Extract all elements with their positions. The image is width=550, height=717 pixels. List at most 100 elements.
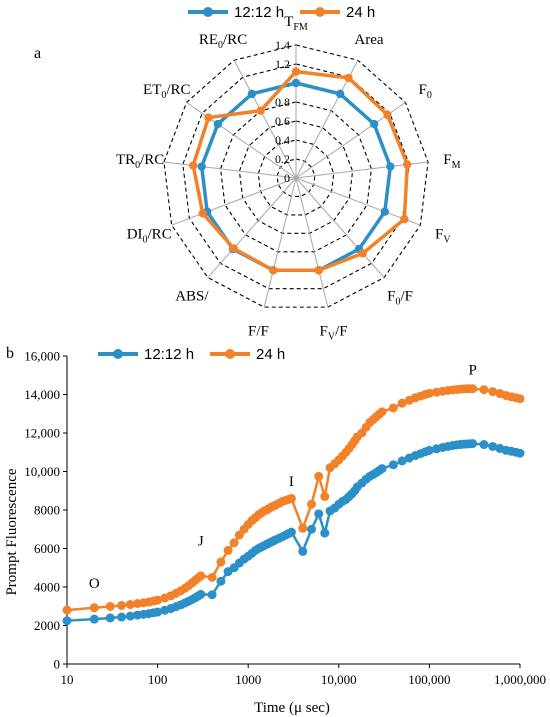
label-part: F bbox=[435, 227, 443, 243]
y-tick-label: 12,000 bbox=[24, 426, 60, 441]
radar-point-0-10 bbox=[197, 162, 206, 171]
radar-ring-6 bbox=[182, 63, 410, 290]
label-sub: V bbox=[443, 235, 451, 246]
radar-spoke-5 bbox=[295, 177, 385, 278]
data-point-0-0 bbox=[62, 616, 72, 626]
data-point-1-22 bbox=[223, 545, 233, 555]
data-point-1-80 bbox=[488, 387, 498, 397]
radar-axis-label-12: RE0/RC bbox=[199, 32, 247, 51]
radar-point-1-7 bbox=[269, 266, 278, 275]
data-point-0-80 bbox=[488, 441, 498, 451]
data-point-1-63 bbox=[397, 398, 407, 408]
label-part: /RC bbox=[223, 32, 247, 48]
panel-b-label: b bbox=[6, 345, 14, 362]
y-tick-label: 16,000 bbox=[24, 349, 60, 364]
radar-spoke-8 bbox=[207, 177, 297, 278]
radar-axis-label-6: FV/F bbox=[320, 323, 348, 342]
y-tick-label: 10,000 bbox=[24, 464, 60, 479]
data-point-0-4 bbox=[125, 611, 135, 621]
radar-point-0-4 bbox=[380, 207, 390, 216]
data-point-1-41 bbox=[286, 493, 296, 503]
data-point-1-0 bbox=[62, 605, 72, 615]
data-point-0-20 bbox=[207, 590, 217, 600]
radar-point-0-3 bbox=[386, 162, 395, 171]
label-part: /RC bbox=[148, 227, 172, 243]
legend-label-0: 12:12 h bbox=[234, 4, 284, 21]
line-series bbox=[62, 384, 525, 626]
data-point-1-78 bbox=[468, 384, 478, 394]
label-part: ET bbox=[143, 82, 161, 98]
radar-spoke-9 bbox=[171, 177, 297, 226]
y-axis-title: Prompt Fluorescence bbox=[4, 468, 20, 595]
radar-point-1-0 bbox=[291, 67, 301, 76]
data-point-0-21 bbox=[216, 576, 226, 586]
data-point-1-68 bbox=[424, 388, 434, 398]
data-point-1-1 bbox=[89, 603, 99, 613]
radar-point-0-11 bbox=[213, 119, 223, 129]
radar-tick-label: 0 bbox=[284, 171, 290, 185]
label-part: T bbox=[284, 14, 293, 30]
data-point-0-3 bbox=[117, 612, 127, 622]
radar-ring-1 bbox=[276, 158, 316, 197]
data-point-0-19 bbox=[196, 589, 206, 599]
radar-axis-label-0: TFM bbox=[284, 14, 308, 33]
radar-tick-label: 1.4 bbox=[275, 38, 290, 52]
radar-point-1-11 bbox=[204, 113, 213, 122]
legend-marker-1 bbox=[225, 349, 235, 359]
radar-axis-label-1: Area bbox=[354, 32, 383, 48]
data-point-1-3 bbox=[117, 600, 127, 610]
label-sub: 0 bbox=[161, 90, 166, 101]
radar-point-1-6 bbox=[314, 266, 323, 275]
data-point-1-79 bbox=[479, 385, 489, 395]
label-sub: 0 bbox=[143, 235, 148, 246]
radar-spoke-7 bbox=[263, 177, 297, 308]
label-sub: FM bbox=[293, 22, 308, 33]
data-point-0-62 bbox=[388, 460, 398, 470]
y-tick-label: 2000 bbox=[34, 618, 60, 633]
annotation-O: O bbox=[89, 576, 100, 592]
label-part: /F bbox=[401, 289, 414, 305]
radar-axis-label-9: DI0/RC bbox=[127, 227, 172, 246]
data-point-0-79 bbox=[479, 440, 489, 450]
radar-tick-label: 0.8 bbox=[275, 95, 290, 109]
legend-marker-0 bbox=[113, 349, 123, 359]
y-tick-label: 6000 bbox=[34, 541, 60, 556]
legend-marker-1 bbox=[315, 7, 325, 17]
radar-axis-label-7: F/F bbox=[248, 323, 269, 339]
radar-axis-label-8: ABS/ bbox=[175, 289, 209, 305]
label-sub: 0 bbox=[218, 40, 223, 51]
data-point-0-45 bbox=[320, 528, 330, 538]
radar-ring-7 bbox=[163, 44, 429, 308]
data-point-0-1 bbox=[89, 614, 99, 624]
radar-point-0-2 bbox=[369, 119, 379, 129]
x-tick-label: 10,000 bbox=[321, 672, 357, 687]
radar-chart-panel: a 12:12 h 24 h 00.20.40.60.811.21.4 TFMAr… bbox=[34, 4, 461, 342]
data-point-0-61 bbox=[377, 464, 387, 474]
data-point-1-61 bbox=[377, 407, 387, 417]
radar-series-line-1 bbox=[191, 69, 410, 272]
y-tick-label: 0 bbox=[54, 657, 61, 672]
radar-point-0-0 bbox=[291, 78, 301, 88]
radar-axis-label-3: FM bbox=[443, 152, 460, 171]
data-point-0-42 bbox=[298, 546, 308, 556]
data-point-1-20 bbox=[207, 572, 217, 582]
radar-spoke-10 bbox=[163, 161, 297, 179]
radar-series bbox=[189, 67, 412, 275]
data-point-0-68 bbox=[424, 445, 434, 455]
data-point-0-85 bbox=[515, 448, 525, 458]
label-part: /F bbox=[335, 323, 348, 339]
data-point-0-2 bbox=[105, 613, 115, 623]
radar-axis-label-10: TR0/RC bbox=[116, 152, 164, 171]
data-point-0-78 bbox=[468, 439, 478, 449]
radar-point-1-1 bbox=[344, 73, 353, 83]
label-part: F bbox=[419, 82, 427, 98]
panel-a-label: a bbox=[34, 45, 41, 62]
data-point-1-44 bbox=[314, 471, 324, 481]
data-point-1-43 bbox=[307, 499, 317, 509]
data-point-1-45 bbox=[320, 492, 330, 502]
label-sub: V bbox=[328, 331, 336, 342]
radar-ring-3 bbox=[238, 120, 354, 234]
radar-point-1-2 bbox=[383, 110, 392, 120]
label-part: TR bbox=[116, 152, 135, 168]
